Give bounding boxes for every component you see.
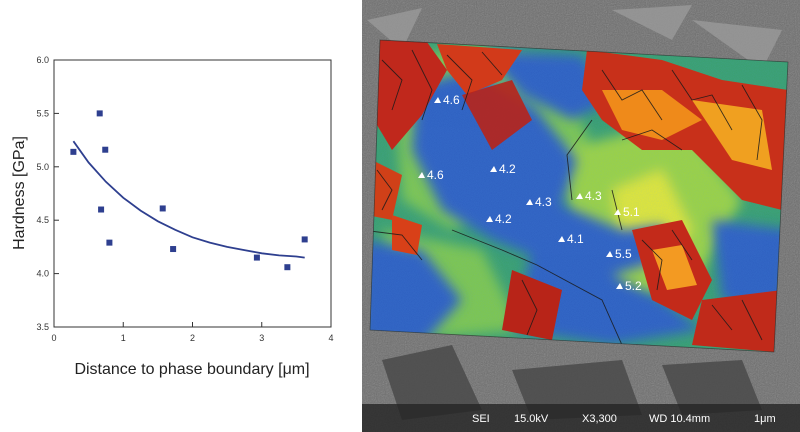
indent-marker-icon [614, 209, 621, 215]
y-tick-label: 4.0 [36, 269, 49, 279]
hardness-value-label: 5.2 [625, 279, 642, 293]
data-point [106, 239, 113, 246]
plot-frame [53, 59, 332, 328]
data-point [170, 246, 177, 253]
hardness-scatter-chart: 0 1 2 3 4 3.5 4.0 4.5 5.0 5.5 6.0 Distance to phas… [11, 55, 334, 378]
hardness-map-image: 4.6 4.6 4.2 4.3 4.3 4.2 5.1 4.1 5.5 5.2 [362, 0, 800, 432]
data-point [96, 110, 103, 117]
hardness-value-label: 4.2 [499, 162, 516, 176]
x-tick-label: 2 [190, 333, 195, 343]
hardness-labels: 4.6 4.6 4.2 4.3 4.3 4.2 5.1 4.1 5.5 5.2 [418, 93, 642, 293]
data-point [70, 148, 77, 155]
x-tick-label: 0 [51, 333, 56, 343]
y-tick-label: 4.5 [36, 215, 49, 225]
indent-marker-icon [418, 172, 425, 178]
hardness-value-label: 4.6 [427, 168, 444, 182]
hardness-value-label: 5.1 [623, 205, 640, 219]
x-tick-label: 3 [259, 333, 264, 343]
y-tick-label: 5.5 [36, 108, 49, 118]
sem-voltage: 15.0kV [514, 413, 549, 425]
data-point [98, 206, 105, 213]
hardness-value-label: 5.5 [615, 247, 632, 261]
data-point [253, 254, 260, 261]
y-tick-label: 6.0 [36, 55, 49, 65]
data-point [159, 205, 166, 212]
hardness-value-label: 4.3 [535, 195, 552, 209]
data-point [102, 146, 109, 153]
hardness-map-overlay: 4.6 4.6 4.2 4.3 4.3 4.2 5.1 4.1 5.5 5.2 [370, 40, 788, 352]
indent-marker-icon [434, 97, 441, 103]
data-point [284, 264, 291, 271]
x-axis-label: Distance to phase boundary [μm] [74, 361, 309, 378]
sem-working-distance: WD 10.4mm [649, 413, 711, 425]
sem-magnification: X3,300 [582, 413, 617, 425]
data-point [301, 236, 308, 243]
y-tick-label: 3.5 [36, 322, 49, 332]
indent-marker-icon [490, 166, 497, 172]
indent-marker-icon [526, 199, 533, 205]
hardness-value-label: 4.3 [585, 189, 602, 203]
sem-footer-bar [362, 404, 800, 432]
sem-scale: 1μm [754, 413, 776, 425]
indent-marker-icon [486, 216, 493, 222]
indent-marker-icon [558, 236, 565, 242]
hardness-chart-panel: 0 1 2 3 4 3.5 4.0 4.5 5.0 5.5 6.0 Distance to phas… [0, 0, 362, 432]
x-tick-label: 4 [328, 333, 333, 343]
fit-curve [72, 140, 305, 259]
hardness-value-label: 4.1 [567, 232, 584, 246]
y-axis-label: Hardness [GPa] [11, 136, 28, 250]
sem-info-bar: SEI 15.0kV X3,300 WD 10.4mm 1μm [362, 406, 800, 432]
y-tick-label: 5.0 [36, 162, 49, 172]
sem-detector: SEI [472, 413, 490, 425]
sem-micrograph: 4.6 4.6 4.2 4.3 4.3 4.2 5.1 4.1 5.5 5.2 SEI 15.0k… [362, 0, 800, 432]
indent-marker-icon [576, 193, 583, 199]
map-border [369, 39, 789, 353]
x-tick-label: 1 [121, 333, 126, 343]
indent-marker-icon [606, 251, 613, 257]
hardness-value-label: 4.2 [495, 212, 512, 226]
hardness-value-label: 4.6 [443, 93, 460, 107]
indent-marker-icon [616, 283, 623, 289]
